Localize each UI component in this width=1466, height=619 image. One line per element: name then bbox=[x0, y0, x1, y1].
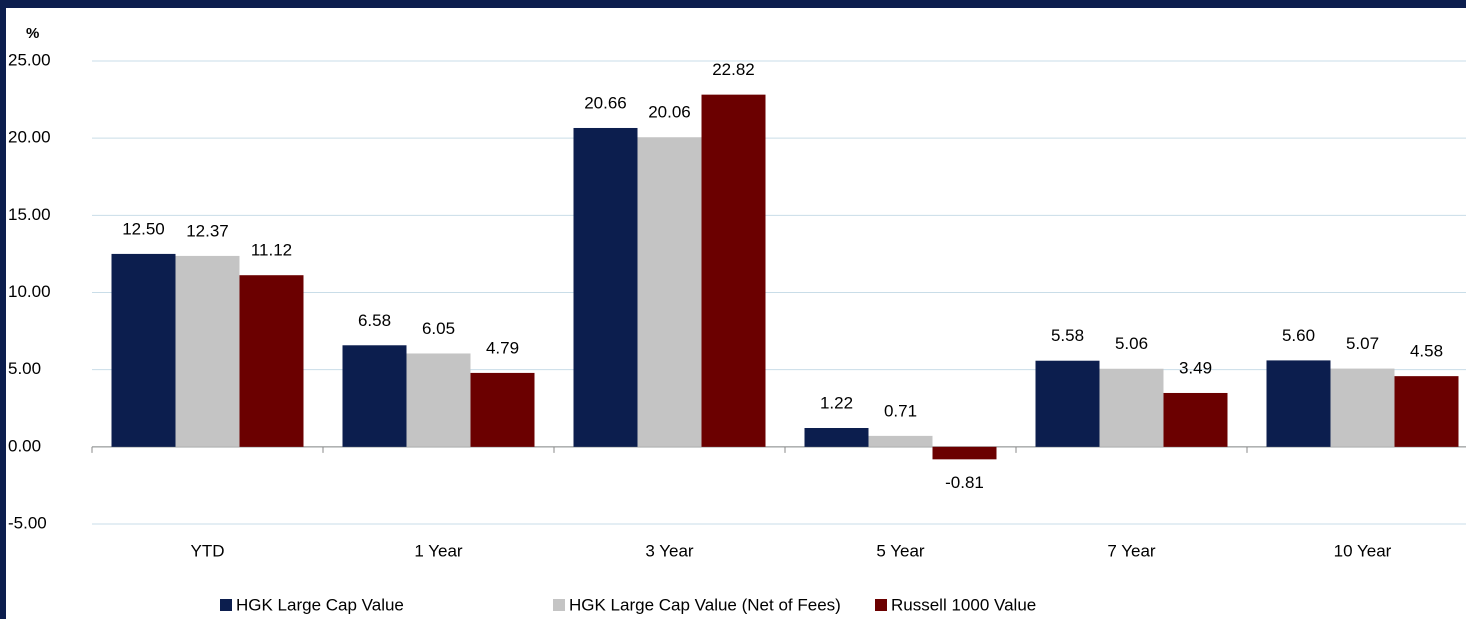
bar bbox=[1035, 360, 1100, 447]
bar bbox=[111, 253, 176, 447]
y-tick-label: 10.00 bbox=[8, 282, 51, 301]
bar bbox=[470, 372, 535, 447]
data-label: 20.66 bbox=[584, 93, 627, 112]
y-tick-label: 15.00 bbox=[8, 205, 51, 224]
data-label: 20.06 bbox=[648, 103, 691, 122]
bar bbox=[1163, 392, 1228, 447]
y-tick-label: -5.00 bbox=[8, 513, 47, 532]
data-label: 12.50 bbox=[122, 219, 165, 238]
x-tick-label: 10 Year bbox=[1334, 541, 1392, 560]
data-label: 5.07 bbox=[1346, 334, 1379, 353]
bar bbox=[239, 275, 304, 447]
legend-label: Russell 1000 Value bbox=[891, 595, 1036, 614]
bar bbox=[573, 127, 638, 447]
bar bbox=[1330, 368, 1395, 447]
data-label: 6.58 bbox=[358, 311, 391, 330]
x-tick-label: 1 Year bbox=[414, 541, 463, 560]
data-label: 5.06 bbox=[1115, 334, 1148, 353]
bar bbox=[406, 353, 471, 447]
data-label: 4.58 bbox=[1410, 342, 1443, 361]
legend-swatch bbox=[220, 599, 232, 611]
bar bbox=[1099, 368, 1164, 447]
x-tick-label: 5 Year bbox=[876, 541, 925, 560]
bar bbox=[868, 435, 933, 447]
x-tick-label: 3 Year bbox=[645, 541, 694, 560]
bar bbox=[175, 255, 240, 447]
data-label: 4.79 bbox=[486, 338, 519, 357]
y-tick-label: 5.00 bbox=[8, 359, 41, 378]
legend-swatch bbox=[875, 599, 887, 611]
bar bbox=[1394, 376, 1459, 447]
y-axis-label: % bbox=[26, 25, 39, 42]
y-tick-label: 25.00 bbox=[8, 50, 51, 69]
bar bbox=[637, 137, 702, 447]
data-label: 1.22 bbox=[820, 393, 853, 412]
bar bbox=[932, 446, 997, 460]
bar bbox=[804, 428, 869, 447]
data-label: 22.82 bbox=[712, 60, 755, 79]
data-label: 6.05 bbox=[422, 319, 455, 338]
bar bbox=[1266, 360, 1331, 447]
data-label: 11.12 bbox=[251, 241, 292, 260]
bar bbox=[342, 345, 407, 447]
legend-label: HGK Large Cap Value (Net of Fees) bbox=[569, 595, 841, 614]
bar bbox=[701, 94, 766, 447]
x-tick-label: 7 Year bbox=[1107, 541, 1156, 560]
y-tick-label: 20.00 bbox=[8, 128, 51, 147]
legend-label: HGK Large Cap Value bbox=[236, 595, 404, 614]
data-label: 12.37 bbox=[186, 221, 229, 240]
left-border bbox=[0, 0, 6, 619]
x-tick-label: YTD bbox=[191, 541, 225, 560]
data-label: 5.58 bbox=[1051, 326, 1084, 345]
data-label: 0.71 bbox=[884, 401, 917, 420]
legend-swatch bbox=[553, 599, 565, 611]
data-label: 3.49 bbox=[1179, 358, 1212, 377]
top-border bbox=[0, 0, 1466, 8]
data-label: -0.81 bbox=[945, 473, 984, 492]
y-tick-label: 0.00 bbox=[8, 436, 41, 455]
data-label: 5.60 bbox=[1282, 326, 1315, 345]
